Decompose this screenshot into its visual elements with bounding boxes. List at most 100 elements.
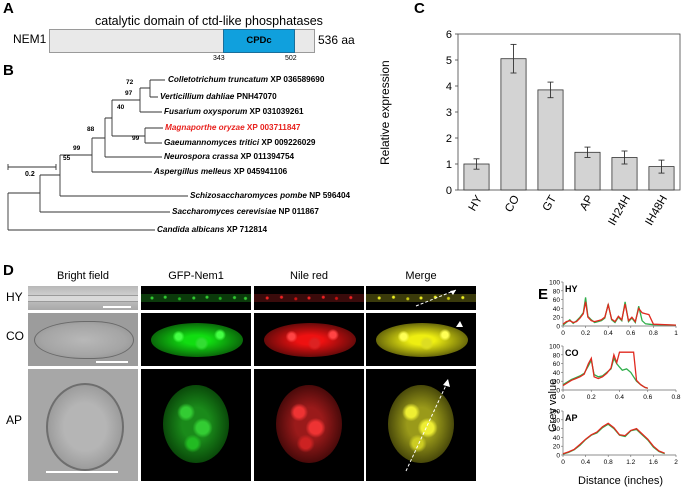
x-tick-label: 0.2 [587, 394, 596, 401]
panel-letter-e: E [538, 286, 549, 303]
x-tick-label: 0.8 [649, 330, 658, 337]
x-tick-label: 0 [561, 459, 565, 466]
row-label-co: CO [6, 329, 24, 343]
y-tick-label: 4 [446, 81, 452, 93]
bar [574, 151, 601, 191]
taxon-label: Aspergillus melleus XP 045941106 [154, 167, 288, 176]
bar [537, 89, 564, 191]
taxon-label: Candida albicans XP 712814 [157, 225, 267, 234]
y-tick-label: 60 [553, 361, 561, 368]
y-tick-label: 0 [556, 324, 560, 331]
x-tick-label: 1.6 [649, 459, 658, 466]
scale-bar [103, 306, 131, 308]
image-hy-bright-field [28, 286, 138, 310]
image-ap-bright-field [28, 369, 138, 481]
y-tick-label: 6 [446, 29, 452, 41]
x-tick-label: 1.2 [626, 459, 635, 466]
series-line-red [562, 422, 665, 455]
x-tick-label: 0.8 [671, 394, 680, 401]
y-tick-label: 40 [553, 306, 561, 313]
taxon-label: Verticillium dahliae PNH47070 [160, 92, 277, 101]
image-hy-gfp [141, 286, 251, 310]
taxon-label: Colletotrichum truncatum XP 036589690 [168, 75, 325, 84]
y-tick-label: 80 [553, 417, 561, 424]
series-line-red [562, 301, 677, 326]
taxon-label: Gaeumannomyces tritici XP 009226029 [164, 138, 316, 147]
taxon-label: Neurospora crassa XP 011394754 [164, 152, 295, 161]
y-tick-label: 5 [446, 55, 452, 67]
bootstrap-value: 88 [87, 126, 95, 133]
panel-letter-a: A [3, 0, 14, 17]
y-tick-label: 0 [556, 388, 560, 395]
y-tick-label: 60 [553, 426, 561, 433]
bar [500, 58, 527, 191]
cpdc-domain: CPDc [223, 29, 295, 53]
panel-letter-b: B [3, 62, 14, 79]
col-title-bright-field: Bright field [57, 270, 109, 282]
profile-ylabel: Grey value [547, 378, 559, 432]
cpdc-label: CPDc [246, 35, 272, 46]
protein-name: NEM1 [13, 32, 47, 46]
x-tick-label: 0.4 [581, 459, 590, 466]
y-tick-label: 2 [446, 133, 452, 145]
x-tick-label: 0 [561, 394, 565, 401]
image-hy-nile-red [254, 286, 364, 310]
y-tick-label: 3 [446, 107, 452, 119]
scale-bar [46, 471, 118, 473]
image-ap-gfp [141, 369, 251, 481]
taxon-label: Saccharomyces cerevisiae NP 011867 [172, 207, 319, 216]
x-tick-label: 0.6 [626, 330, 635, 337]
panel-letter-d: D [3, 262, 14, 279]
image-hy-merge [366, 286, 476, 310]
bootstrap-value: 97 [125, 90, 133, 97]
domain-title: catalytic domain of ctd-like phosphatase… [95, 14, 323, 28]
x-tick-label: 0.8 [604, 459, 613, 466]
y-tick-label: 20 [553, 315, 561, 322]
row-label-hy: HY [6, 290, 23, 304]
profile-title-co: CO [565, 348, 579, 358]
y-tick-label: 20 [553, 444, 561, 451]
col-title-gfp: GFP-Nem1 [168, 270, 224, 282]
x-tick-label: 0 [561, 330, 565, 337]
image-co-nile-red [254, 313, 364, 366]
y-tick-label: 1 [446, 159, 452, 171]
col-title-merge: Merge [405, 270, 437, 282]
bootstrap-value: 72 [126, 79, 134, 86]
series-line-red [562, 351, 648, 389]
y-tick-label: 60 [553, 297, 561, 304]
y-tick-label: 0 [556, 453, 560, 460]
x-tick-label: 0.6 [643, 394, 652, 401]
y-tick-label: 100 [549, 280, 560, 287]
y-tick-label: 40 [553, 370, 561, 377]
domain-end: 502 [285, 55, 297, 62]
scale-label: 0.2 [25, 171, 35, 178]
taxon-label: Fusarium oxysporum XP 031039261 [164, 107, 304, 116]
phylo-tree [7, 79, 188, 231]
x-tick-label: 0.4 [615, 394, 624, 401]
bootstrap-value: 55 [63, 155, 71, 162]
image-co-gfp [141, 313, 251, 366]
y-tick-label: 80 [553, 288, 561, 295]
profile-xlabel: Distance (inches) [578, 475, 663, 487]
image-ap-nile-red [254, 369, 364, 481]
image-co-bright-field [28, 313, 138, 366]
y-tick-label: 0 [446, 185, 452, 197]
y-tick-label: 100 [549, 409, 560, 416]
bootstrap-value: 99 [132, 135, 140, 142]
x-tick-label: 1 [674, 330, 678, 337]
profile-title-ap: AP [565, 413, 578, 423]
image-co-merge [366, 313, 476, 366]
bootstrap-value: 99 [73, 145, 81, 152]
taxon-label: Schizosaccharomyces pombe NP 596404 [190, 191, 351, 200]
col-title-nile-red: Nile red [290, 270, 328, 282]
panel-letter-c: C [414, 0, 425, 17]
taxon-label-highlighted: Magnaporthe oryzae XP 003711847 [165, 123, 301, 132]
series-line-green [562, 297, 677, 326]
y-tick-label: 100 [549, 344, 560, 351]
profile-title-hy: HY [565, 284, 578, 294]
row-label-ap: AP [6, 413, 23, 427]
y-tick-label: 80 [553, 352, 561, 359]
x-tick-label: 2 [674, 459, 678, 466]
